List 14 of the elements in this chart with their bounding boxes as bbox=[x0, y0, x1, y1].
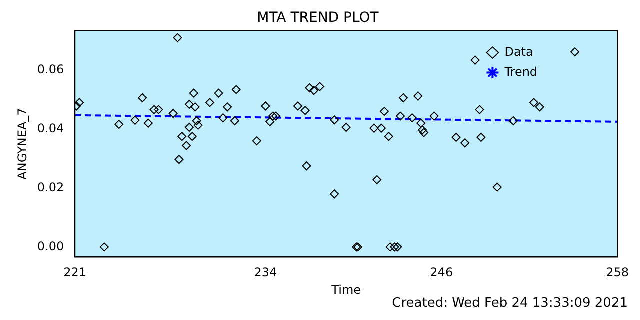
y-tick-label: 0.06 bbox=[37, 62, 64, 76]
x-tick-label: 234 bbox=[254, 266, 278, 280]
chart-title: MTA TREND PLOT bbox=[257, 10, 380, 26]
x-tick-label: 246 bbox=[430, 266, 454, 280]
y-axis-title: ANGYNEA_7 bbox=[15, 108, 30, 180]
x-axis-title: Time bbox=[330, 282, 362, 297]
y-tick-label: 0.00 bbox=[37, 239, 64, 254]
x-tick-label: 221 bbox=[64, 266, 87, 280]
text: Created: Wed Feb 24 13:33:09 2021 bbox=[392, 296, 628, 311]
y-tick-label: 0.04 bbox=[37, 121, 64, 136]
y-tick-label: 0.02 bbox=[37, 180, 64, 194]
legend-label: Data bbox=[504, 44, 534, 59]
x-tick-label: 258 bbox=[606, 266, 629, 280]
legend-label: Trend bbox=[504, 64, 538, 79]
